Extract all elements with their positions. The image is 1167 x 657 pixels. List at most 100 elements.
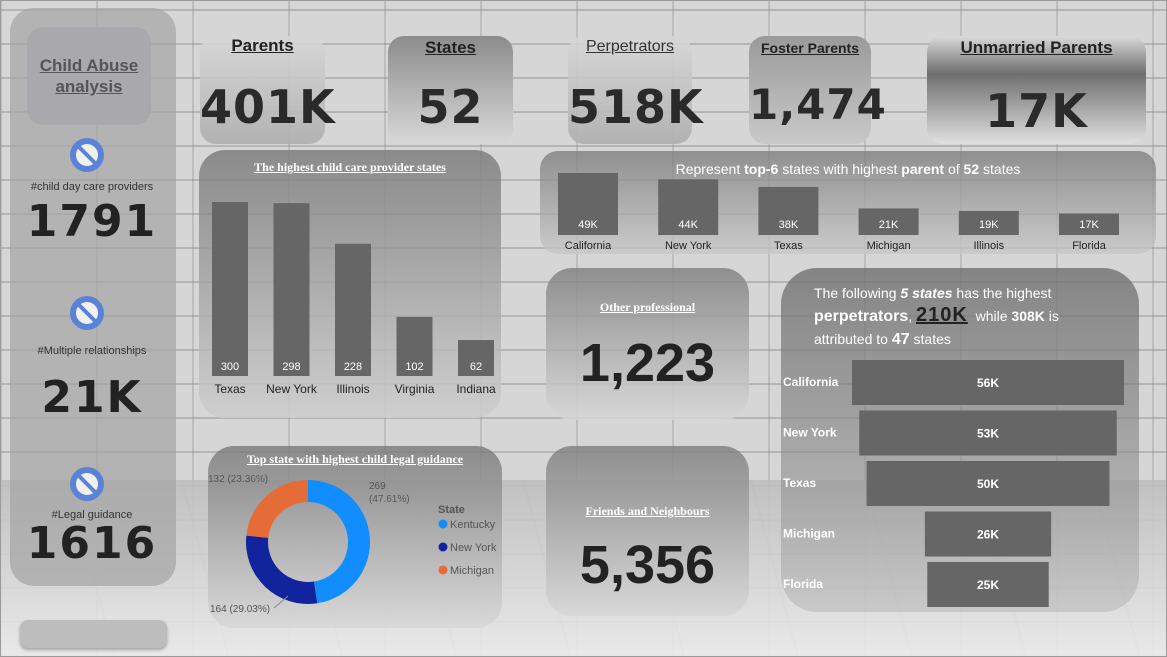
funnel-bar: [927, 562, 1049, 607]
perpetrators-funnel-chart: 56K California 53K New York 50K Texas 26K Michi…: [783, 360, 1124, 607]
legend-label: New York: [450, 542, 497, 554]
other-professional-value: 1,223: [579, 333, 716, 393]
category-label: Michigan: [783, 527, 835, 541]
funnel-bar: [924, 511, 1052, 557]
category-label: Texas: [214, 382, 245, 396]
legend-title: State: [438, 504, 465, 516]
kpi-perpetrators-value: 518K: [568, 80, 704, 134]
caption-text: while: [967, 308, 1012, 324]
kpi-parents: Parents 401K: [200, 36, 336, 144]
data-label: 50K: [977, 477, 999, 491]
data-label: 44K: [678, 219, 698, 231]
legend-marker: [438, 542, 448, 552]
caption-text: has the highest: [952, 285, 1052, 301]
ban-icon: [70, 138, 104, 172]
legal-guidance-donut-chart: 269 (47.61%) 164 (29.03%) 132 (23.36%) State…: [208, 474, 497, 615]
kpi-foster-parents-value: 1,474: [749, 80, 887, 129]
category-label: California: [565, 240, 612, 252]
legend-marker: [438, 519, 448, 529]
bar: [1059, 213, 1119, 235]
top6-caption-text: of: [944, 161, 964, 177]
ban-icon: [70, 296, 104, 330]
legend-label: Kentucky: [450, 519, 496, 531]
kpi-states: States 52: [388, 36, 513, 144]
caption-text: attributed to: [814, 331, 892, 347]
category-label: Texas: [774, 240, 803, 252]
data-label: 132 (23.36%): [208, 474, 268, 485]
ban-icon: [70, 467, 104, 501]
legend-marker: [438, 565, 448, 575]
data-label: 228: [344, 361, 362, 373]
data-label: 21K: [879, 219, 899, 231]
top6-caption-bold: 52: [963, 161, 980, 177]
kpi-states-value: 52: [417, 80, 484, 134]
caption-emphasis: 5 states: [900, 285, 953, 301]
bar: [212, 202, 248, 376]
category-label: Michigan: [867, 240, 911, 252]
top6-caption-text: states: [979, 161, 1021, 177]
category-label: New York: [783, 426, 837, 440]
caption-text: ,: [908, 308, 917, 324]
data-label: 19K: [979, 219, 999, 231]
top6-caption-text: states with highest: [778, 161, 902, 177]
data-label: 26K: [977, 528, 999, 542]
child-care-chart-title: The highest child care provider states: [254, 160, 446, 174]
funnel-bar: [852, 360, 1124, 405]
category-label: Florida: [1072, 240, 1107, 252]
top6-chart-panel: [540, 151, 1156, 254]
scroll-handle[interactable]: [20, 620, 167, 648]
data-label: 25K: [977, 578, 999, 592]
data-label: 17K: [1079, 219, 1099, 231]
kpi-foster-parents: Foster Parents 1,474: [749, 36, 887, 144]
kpi-states-label: States: [424, 38, 477, 57]
donut-slice: [308, 480, 371, 604]
caption-highlight-value: 210K: [916, 304, 968, 326]
friends-neighbours-label: Friends and Neighbours: [585, 504, 710, 518]
caption-text: is: [1044, 308, 1059, 324]
report-title: Child Abuse analysis: [39, 56, 139, 96]
metric-label-day-care: #child day care providers: [30, 181, 154, 193]
caption-emphasis: 308K: [1011, 308, 1045, 324]
category-label: California: [783, 375, 839, 389]
data-label: 164 (29.03%): [210, 604, 270, 615]
kpi-perpetrators: Perpetrators 518K: [568, 36, 704, 144]
category-label: New York: [266, 382, 318, 396]
bar: [858, 208, 919, 235]
data-label: 49K: [578, 219, 598, 231]
metric-value-multiple-relationships: 21K: [41, 372, 143, 423]
metric-value-day-care: 1791: [26, 196, 158, 247]
data-label: 269: [369, 481, 386, 492]
funnel-bar: [866, 461, 1110, 506]
caption-emphasis: 47: [891, 331, 910, 348]
metric-label-multiple-relationships: #Multiple relationships: [37, 345, 147, 357]
friends-neighbours-value: 5,356: [579, 535, 716, 595]
category-label: Illinois: [336, 382, 369, 396]
kpi-perpetrators-label: Perpetrators: [585, 38, 675, 55]
donut-slice: [245, 535, 318, 604]
kpi-parents-value: 401K: [200, 80, 336, 134]
data-label: 102: [405, 361, 423, 373]
funnel-bar: [859, 410, 1117, 456]
caption-text: The following: [814, 285, 901, 301]
bar: [658, 179, 719, 235]
category-label: Virginia: [395, 382, 435, 396]
kpi-parents-label: Parents: [231, 36, 294, 55]
data-label: 53K: [977, 427, 999, 441]
top6-bar-chart: 49K California 44K New York 38K Texas 21K Michi…: [558, 173, 1119, 252]
leader-line: [273, 595, 289, 609]
legend-label: Michigan: [450, 565, 494, 577]
friends-neighbours-card: Friends and Neighbours 5,356: [546, 446, 749, 616]
data-label: 56K: [977, 376, 999, 390]
kpi-unmarried-parents-label: Unmarried Parents: [960, 38, 1113, 57]
metric-label-legal-guidance: #Legal guidance: [51, 509, 133, 521]
bar: [758, 186, 819, 235]
kpi-unmarried-parents-value: 17K: [985, 84, 1088, 138]
legal-guidance-title: Top state with highest child legal guida…: [246, 452, 464, 466]
caption-text: states: [909, 331, 951, 347]
report-title-card: Child Abuse analysis: [27, 27, 151, 125]
child-care-bar-chart: 300 Texas 298 New York 228 Illinois 102 Virgini…: [212, 202, 496, 396]
caption-emphasis: perpetrators: [814, 308, 909, 325]
bar: [273, 203, 310, 376]
bar: [458, 340, 494, 376]
